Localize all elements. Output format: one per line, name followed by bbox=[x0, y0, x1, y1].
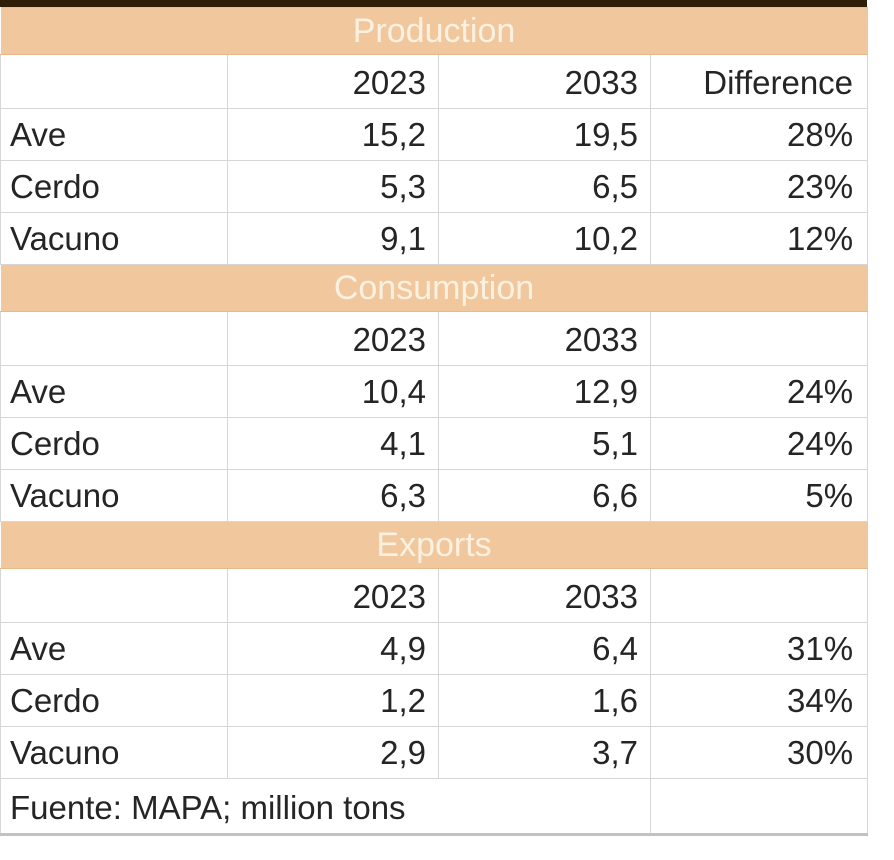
value-2033: 5,1 bbox=[438, 417, 651, 470]
section-title-consumption: Consumption bbox=[0, 264, 868, 312]
row-label: Ave bbox=[0, 622, 228, 675]
table-row-consumption-cerdo: Cerdo 4,1 5,1 24% bbox=[0, 417, 869, 470]
table-row-exports-vacuno: Vacuno 2,9 3,7 30% bbox=[0, 726, 869, 779]
value-difference: 12% bbox=[649, 212, 869, 265]
value-difference: 24% bbox=[649, 365, 869, 418]
value-2033: 12,9 bbox=[438, 365, 651, 418]
value-difference: 23% bbox=[649, 160, 869, 213]
year-2023-header: 2023 bbox=[227, 568, 439, 623]
year-2033-header: 2033 bbox=[438, 311, 651, 366]
section-band-exports: Exports bbox=[0, 521, 868, 569]
year-2023-header: 2023 bbox=[227, 54, 439, 109]
column-header-row-production: 2023 2033 Difference bbox=[0, 54, 869, 109]
table-row-exports-ave: Ave 4,9 6,4 31% bbox=[0, 622, 869, 675]
row-label: Cerdo bbox=[0, 160, 228, 213]
value-difference: 34% bbox=[649, 674, 869, 727]
value-2033: 10,2 bbox=[438, 212, 651, 265]
row-label: Ave bbox=[0, 365, 228, 418]
table-row-exports-cerdo: Cerdo 1,2 1,6 34% bbox=[0, 674, 869, 727]
section-title-production: Production bbox=[0, 7, 868, 55]
section-title-exports: Exports bbox=[0, 521, 868, 569]
column-header-row-consumption: 2023 2033 bbox=[0, 311, 869, 366]
section-band-production: Production bbox=[0, 7, 868, 55]
row-label: Vacuno bbox=[0, 469, 228, 522]
value-2023: 15,2 bbox=[227, 108, 439, 161]
empty-corner-cell bbox=[0, 568, 228, 623]
row-label: Cerdo bbox=[0, 417, 228, 470]
table-row-consumption-vacuno: Vacuno 6,3 6,6 5% bbox=[0, 469, 869, 522]
empty-corner-cell bbox=[0, 54, 228, 109]
value-2023: 4,1 bbox=[227, 417, 439, 470]
source-note: Fuente: MAPA; million tons bbox=[0, 778, 651, 836]
year-2033-header: 2033 bbox=[438, 568, 651, 623]
table-row-consumption-ave: Ave 10,4 12,9 24% bbox=[0, 365, 869, 418]
year-2033-header: 2033 bbox=[438, 54, 651, 109]
table-top-border bbox=[0, 0, 867, 7]
value-difference: 24% bbox=[649, 417, 869, 470]
value-2023: 4,9 bbox=[227, 622, 439, 675]
value-2033: 6,5 bbox=[438, 160, 651, 213]
value-difference: 5% bbox=[649, 469, 869, 522]
value-2033: 6,6 bbox=[438, 469, 651, 522]
value-difference: 28% bbox=[649, 108, 869, 161]
value-2033: 19,5 bbox=[438, 108, 651, 161]
difference-header: Difference bbox=[649, 54, 869, 109]
table-row-production-vacuno: Vacuno 9,1 10,2 12% bbox=[0, 212, 869, 265]
value-difference: 31% bbox=[649, 622, 869, 675]
section-band-consumption: Consumption bbox=[0, 264, 868, 312]
empty-header-cell bbox=[649, 311, 869, 366]
value-2023: 6,3 bbox=[227, 469, 439, 522]
value-2023: 1,2 bbox=[227, 674, 439, 727]
table-row-production-cerdo: Cerdo 5,3 6,5 23% bbox=[0, 160, 869, 213]
row-label: Vacuno bbox=[0, 726, 228, 779]
footer-row: Fuente: MAPA; million tons bbox=[0, 778, 869, 836]
value-2023: 5,3 bbox=[227, 160, 439, 213]
row-label: Cerdo bbox=[0, 674, 228, 727]
year-2023-header: 2023 bbox=[227, 311, 439, 366]
value-2033: 6,4 bbox=[438, 622, 651, 675]
value-2033: 3,7 bbox=[438, 726, 651, 779]
value-2033: 1,6 bbox=[438, 674, 651, 727]
row-label: Ave bbox=[0, 108, 228, 161]
value-2023: 2,9 bbox=[227, 726, 439, 779]
value-difference: 30% bbox=[649, 726, 869, 779]
table-row-production-ave: Ave 15,2 19,5 28% bbox=[0, 108, 869, 161]
row-label: Vacuno bbox=[0, 212, 228, 265]
column-header-row-exports: 2023 2033 bbox=[0, 568, 869, 623]
empty-header-cell bbox=[649, 568, 869, 623]
empty-corner-cell bbox=[0, 311, 228, 366]
empty-footer-cell bbox=[649, 778, 869, 836]
value-2023: 9,1 bbox=[227, 212, 439, 265]
value-2023: 10,4 bbox=[227, 365, 439, 418]
meat-forecast-table: Production 2023 2033 Difference Ave 15,2… bbox=[0, 7, 869, 836]
